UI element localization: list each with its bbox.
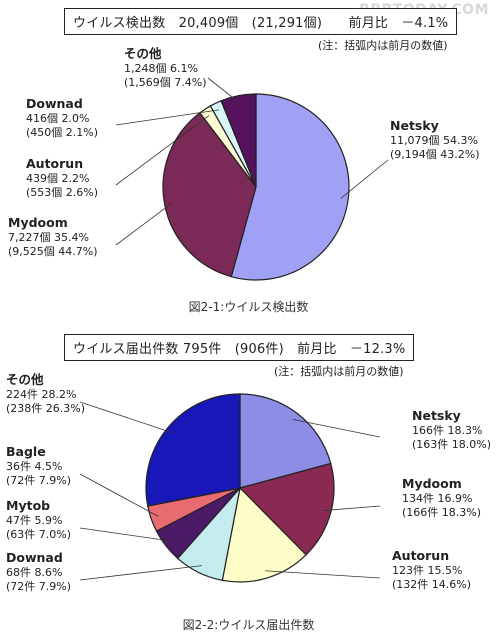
slice-name: Netsky <box>390 118 439 133</box>
pie-slice-other-6 <box>145 393 241 507</box>
slice-name: Bagle <box>6 444 46 459</box>
slice-label-netsky-0: Netsky 166件 18.3% (163件 18.0%) <box>412 408 491 451</box>
pie-slice-netsky-0 <box>239 393 332 489</box>
leader-line-mytob-4 <box>79 527 172 542</box>
slice-value-previous: (9,525個 44.7%) <box>8 245 98 258</box>
slice-value-previous: (166件 18.3%) <box>402 506 481 519</box>
leader-line-netsky-0 <box>292 418 381 438</box>
slice-label-mytob-4: Mytob 47件 5.9% (63件 7.0%) <box>6 498 71 541</box>
slice-value-previous: (1,569個 7.4%) <box>124 76 207 89</box>
slice-name: Downad <box>6 550 63 565</box>
pie-slice-mydoom-1 <box>238 462 335 556</box>
slice-name: Mydoom <box>8 215 68 230</box>
chart-title: ウイルス届出件数 795件 (906件) 前月比 －12.3% <box>64 334 415 361</box>
slice-name: その他 <box>124 46 162 61</box>
slice-value-previous: (9,194個 43.2%) <box>390 148 480 161</box>
slice-value-current: 224件 28.2% <box>6 388 76 401</box>
slice-value-current: 11,079個 54.3% <box>390 134 478 147</box>
leader-line-netsky-0 <box>340 159 389 199</box>
chart-title: ウイルス検出数 20,409個 (21,291個) 前月比 －4.1% <box>64 8 458 35</box>
leader-line-downad-3 <box>115 109 219 126</box>
slice-value-previous: (132件 14.6%) <box>392 578 471 591</box>
slice-value-current: 134件 16.9% <box>402 492 472 505</box>
slice-label-mydoom-1: Mydoom 7,227個 35.4% (9,525個 44.7%) <box>8 215 98 258</box>
slice-label-autorun-2: Autorun 439個 2.2% (553個 2.6%) <box>26 156 98 199</box>
chart-caption: 図2-2:ウイルス届出件数 <box>182 618 315 632</box>
slice-label-netsky-0: Netsky 11,079個 54.3% (9,194個 43.2%) <box>390 118 480 161</box>
slice-label-other-6: その他 224件 28.2% (238件 26.3%) <box>6 372 85 415</box>
leader-line-other-4 <box>207 77 240 104</box>
slice-value-current: 47件 5.9% <box>6 514 62 527</box>
leader-line-downad-3 <box>79 565 202 581</box>
pie-chart-detections: Netsky 11,079個 54.3% (9,194個 43.2%) Mydoom 7… <box>8 46 480 281</box>
slice-value-current: 416個 2.0% <box>26 112 89 125</box>
chart-note: (注：括弧内は前月の数値) <box>274 365 404 378</box>
slice-value-current: 68件 8.6% <box>6 566 62 579</box>
slice-label-downad-3: Downad 416個 2.0% (450個 2.1%) <box>26 96 98 139</box>
slice-name: Autorun <box>26 156 83 171</box>
slice-value-previous: (450個 2.1%) <box>26 126 98 139</box>
slice-value-current: 7,227個 35.4% <box>8 231 89 244</box>
slice-value-previous: (238件 26.3%) <box>6 402 85 415</box>
pie-chart-reports: Netsky 166件 18.3% (163件 18.0%) Mydoom 134件 1… <box>6 372 491 593</box>
slice-value-current: 123件 15.5% <box>392 564 462 577</box>
leader-line-mydoom-1 <box>323 505 381 511</box>
slice-value-previous: (63件 7.0%) <box>6 528 71 541</box>
slice-value-previous: (72件 7.9%) <box>6 474 71 487</box>
slice-label-other-4: その他 1,248個 6.1% (1,569個 7.4%) <box>124 46 207 89</box>
slice-value-previous: (72件 7.9%) <box>6 580 71 593</box>
chart-caption: 図2-1:ウイルス検出数 <box>188 300 309 314</box>
pie-slice-netsky-0 <box>230 93 350 281</box>
slice-label-bagle-5: Bagle 36件 4.5% (72件 7.9%) <box>6 444 71 487</box>
slice-value-current: 36件 4.5% <box>6 460 62 473</box>
slice-value-previous: (163件 18.0%) <box>412 438 491 451</box>
pie-slice-autorun-2 <box>221 486 307 583</box>
slice-name: Autorun <box>392 548 449 563</box>
slice-name: Mytob <box>6 498 50 513</box>
chart-detections: ウイルス検出数 20,409個 (21,291個) 前月比 －4.1% (注：括… <box>8 8 480 314</box>
pie-slice-other-4 <box>220 93 257 188</box>
slice-name: その他 <box>6 372 44 387</box>
pie-slice-mydoom-1 <box>162 111 257 278</box>
leader-line-other-6 <box>79 401 174 434</box>
slice-name: Downad <box>26 96 83 111</box>
slice-value-current: 439個 2.2% <box>26 172 89 185</box>
leader-line-mydoom-1 <box>115 202 173 246</box>
slice-value-current: 1,248個 6.1% <box>124 62 198 75</box>
chart-reports: ウイルス届出件数 795件 (906件) 前月比 －12.3% (注：括弧内は前… <box>0 328 497 640</box>
leader-line-bagle-5 <box>79 473 159 517</box>
chart-note: (注：括弧内は前月の数値) <box>318 39 448 52</box>
slice-name: Netsky <box>412 408 461 423</box>
leader-line-autorun-2 <box>265 570 381 579</box>
slice-label-downad-3: Downad 68件 8.6% (72件 7.9%) <box>6 550 71 593</box>
slice-value-previous: (553個 2.6%) <box>26 186 98 199</box>
slice-label-autorun-2: Autorun 123件 15.5% (132件 14.6%) <box>392 548 471 591</box>
slice-value-current: 166件 18.3% <box>412 424 482 437</box>
slice-label-mydoom-1: Mydoom 134件 16.9% (166件 18.3%) <box>402 476 481 519</box>
slice-name: Mydoom <box>402 476 462 491</box>
leader-line-autorun-2 <box>115 115 210 186</box>
